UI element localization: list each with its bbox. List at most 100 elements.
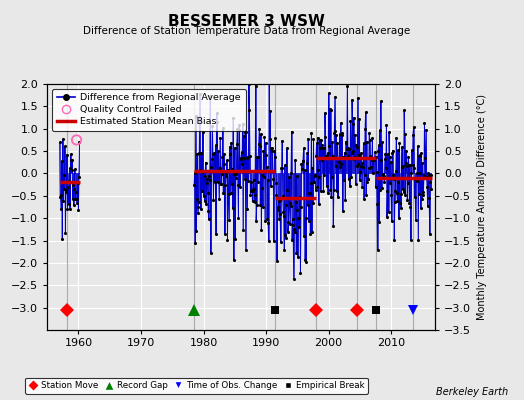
Point <box>309 200 317 206</box>
Point <box>72 137 81 143</box>
Point <box>237 149 246 156</box>
Point <box>64 184 72 190</box>
Point <box>418 160 427 166</box>
Point <box>397 205 405 211</box>
Point <box>394 178 402 185</box>
Point <box>340 154 348 160</box>
Point <box>231 145 239 151</box>
Point <box>368 135 377 142</box>
Point <box>414 236 422 243</box>
Point <box>300 166 309 173</box>
Point <box>308 229 316 236</box>
Point <box>309 136 318 142</box>
Point <box>270 238 278 244</box>
Point <box>360 196 368 202</box>
Point <box>341 197 350 203</box>
Point <box>426 179 434 185</box>
Point <box>67 151 75 158</box>
Point <box>69 196 77 202</box>
Point <box>356 169 365 176</box>
Point <box>382 164 390 171</box>
Point <box>345 146 354 152</box>
Point <box>363 179 372 185</box>
Point <box>409 132 417 138</box>
Point <box>352 181 360 187</box>
Point <box>324 90 333 96</box>
Point <box>220 161 228 167</box>
Point <box>373 201 381 207</box>
Point <box>280 247 289 253</box>
Point <box>240 155 248 162</box>
Point <box>251 199 259 206</box>
Point <box>280 213 288 220</box>
Point <box>247 188 255 194</box>
Point <box>230 171 238 178</box>
Point <box>211 178 219 185</box>
Point <box>66 206 74 213</box>
Point <box>343 82 352 89</box>
Point <box>354 95 362 101</box>
Point <box>245 106 254 113</box>
Point <box>375 142 383 148</box>
Point <box>304 135 312 142</box>
Point <box>75 138 84 145</box>
Point <box>383 188 391 195</box>
Point <box>317 137 325 143</box>
Point <box>310 179 318 185</box>
Point <box>359 164 367 170</box>
Point <box>281 232 290 238</box>
Point <box>198 188 206 194</box>
Point <box>243 155 251 162</box>
Point <box>239 133 248 140</box>
Point <box>289 276 298 282</box>
Point <box>292 173 301 180</box>
Point <box>295 224 303 230</box>
Point <box>236 184 244 190</box>
Point <box>221 230 229 237</box>
Point <box>362 192 370 198</box>
Point <box>402 162 411 169</box>
Point <box>226 190 235 196</box>
Point <box>205 177 214 184</box>
Point <box>274 207 282 213</box>
Point <box>366 153 375 160</box>
Point <box>350 114 358 121</box>
Point <box>361 126 369 133</box>
Point <box>325 143 333 150</box>
Point <box>377 157 386 164</box>
Point <box>423 183 431 190</box>
Point <box>284 229 292 236</box>
Point <box>63 151 71 158</box>
Point <box>68 167 76 173</box>
Point <box>67 157 75 164</box>
Point <box>406 204 414 211</box>
Point <box>367 154 376 161</box>
Point <box>236 156 245 163</box>
Point <box>58 158 66 164</box>
Point <box>250 192 259 198</box>
Point <box>380 172 388 179</box>
Point <box>210 168 218 174</box>
Point <box>337 160 345 167</box>
Point <box>403 180 412 186</box>
Point <box>281 162 289 168</box>
Point <box>358 184 366 190</box>
Point <box>385 129 393 136</box>
Point <box>365 130 374 136</box>
Point <box>64 201 73 207</box>
Point <box>70 202 78 209</box>
Point <box>267 145 276 151</box>
Point <box>337 130 346 137</box>
Point <box>207 164 215 171</box>
Point <box>424 170 432 176</box>
Point <box>335 131 344 138</box>
Point <box>344 153 353 159</box>
Point <box>351 154 359 160</box>
Point <box>298 166 306 173</box>
Point <box>346 182 354 189</box>
Point <box>319 145 327 151</box>
Point <box>212 110 221 116</box>
Point <box>371 148 379 155</box>
Point <box>208 156 216 162</box>
Point <box>398 186 407 192</box>
